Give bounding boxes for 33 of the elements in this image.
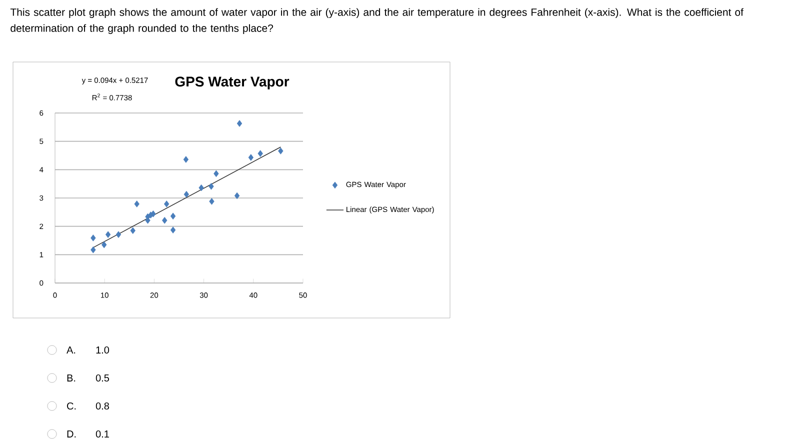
text: B. — [67, 374, 76, 382]
point — [130, 227, 136, 234]
point — [170, 212, 176, 220]
text: 0.1 — [96, 430, 109, 438]
point — [198, 184, 204, 192]
text: 0.5 — [96, 374, 110, 382]
point — [170, 226, 176, 234]
point — [134, 200, 140, 208]
point — [258, 150, 263, 157]
point — [236, 120, 242, 127]
point — [184, 190, 190, 198]
text: 1.0 — [96, 346, 110, 354]
point — [208, 182, 214, 190]
point — [150, 210, 156, 218]
text: This scatter plot graph shows the amount of water vapor in the air (y-axis) and the air temperature in degrees Fahrenheit (x-axis). What is the coefficient of determination of the graph rounded to the tenths place? — [10, 8, 744, 34]
point — [90, 246, 96, 254]
point — [162, 216, 168, 224]
point — [102, 241, 107, 248]
point — [164, 200, 170, 208]
text: 0.8 — [96, 402, 110, 410]
point — [105, 231, 111, 238]
point — [183, 156, 189, 163]
point — [116, 231, 122, 238]
point — [209, 198, 214, 205]
text: C. — [67, 402, 76, 410]
point — [278, 148, 284, 154]
point — [248, 154, 254, 161]
text: A. — [66, 346, 76, 354]
point — [234, 192, 240, 200]
point — [214, 170, 219, 178]
point — [90, 234, 96, 242]
text: D. — [67, 430, 76, 438]
chart-title: GPS Water Vapor — [175, 76, 290, 90]
